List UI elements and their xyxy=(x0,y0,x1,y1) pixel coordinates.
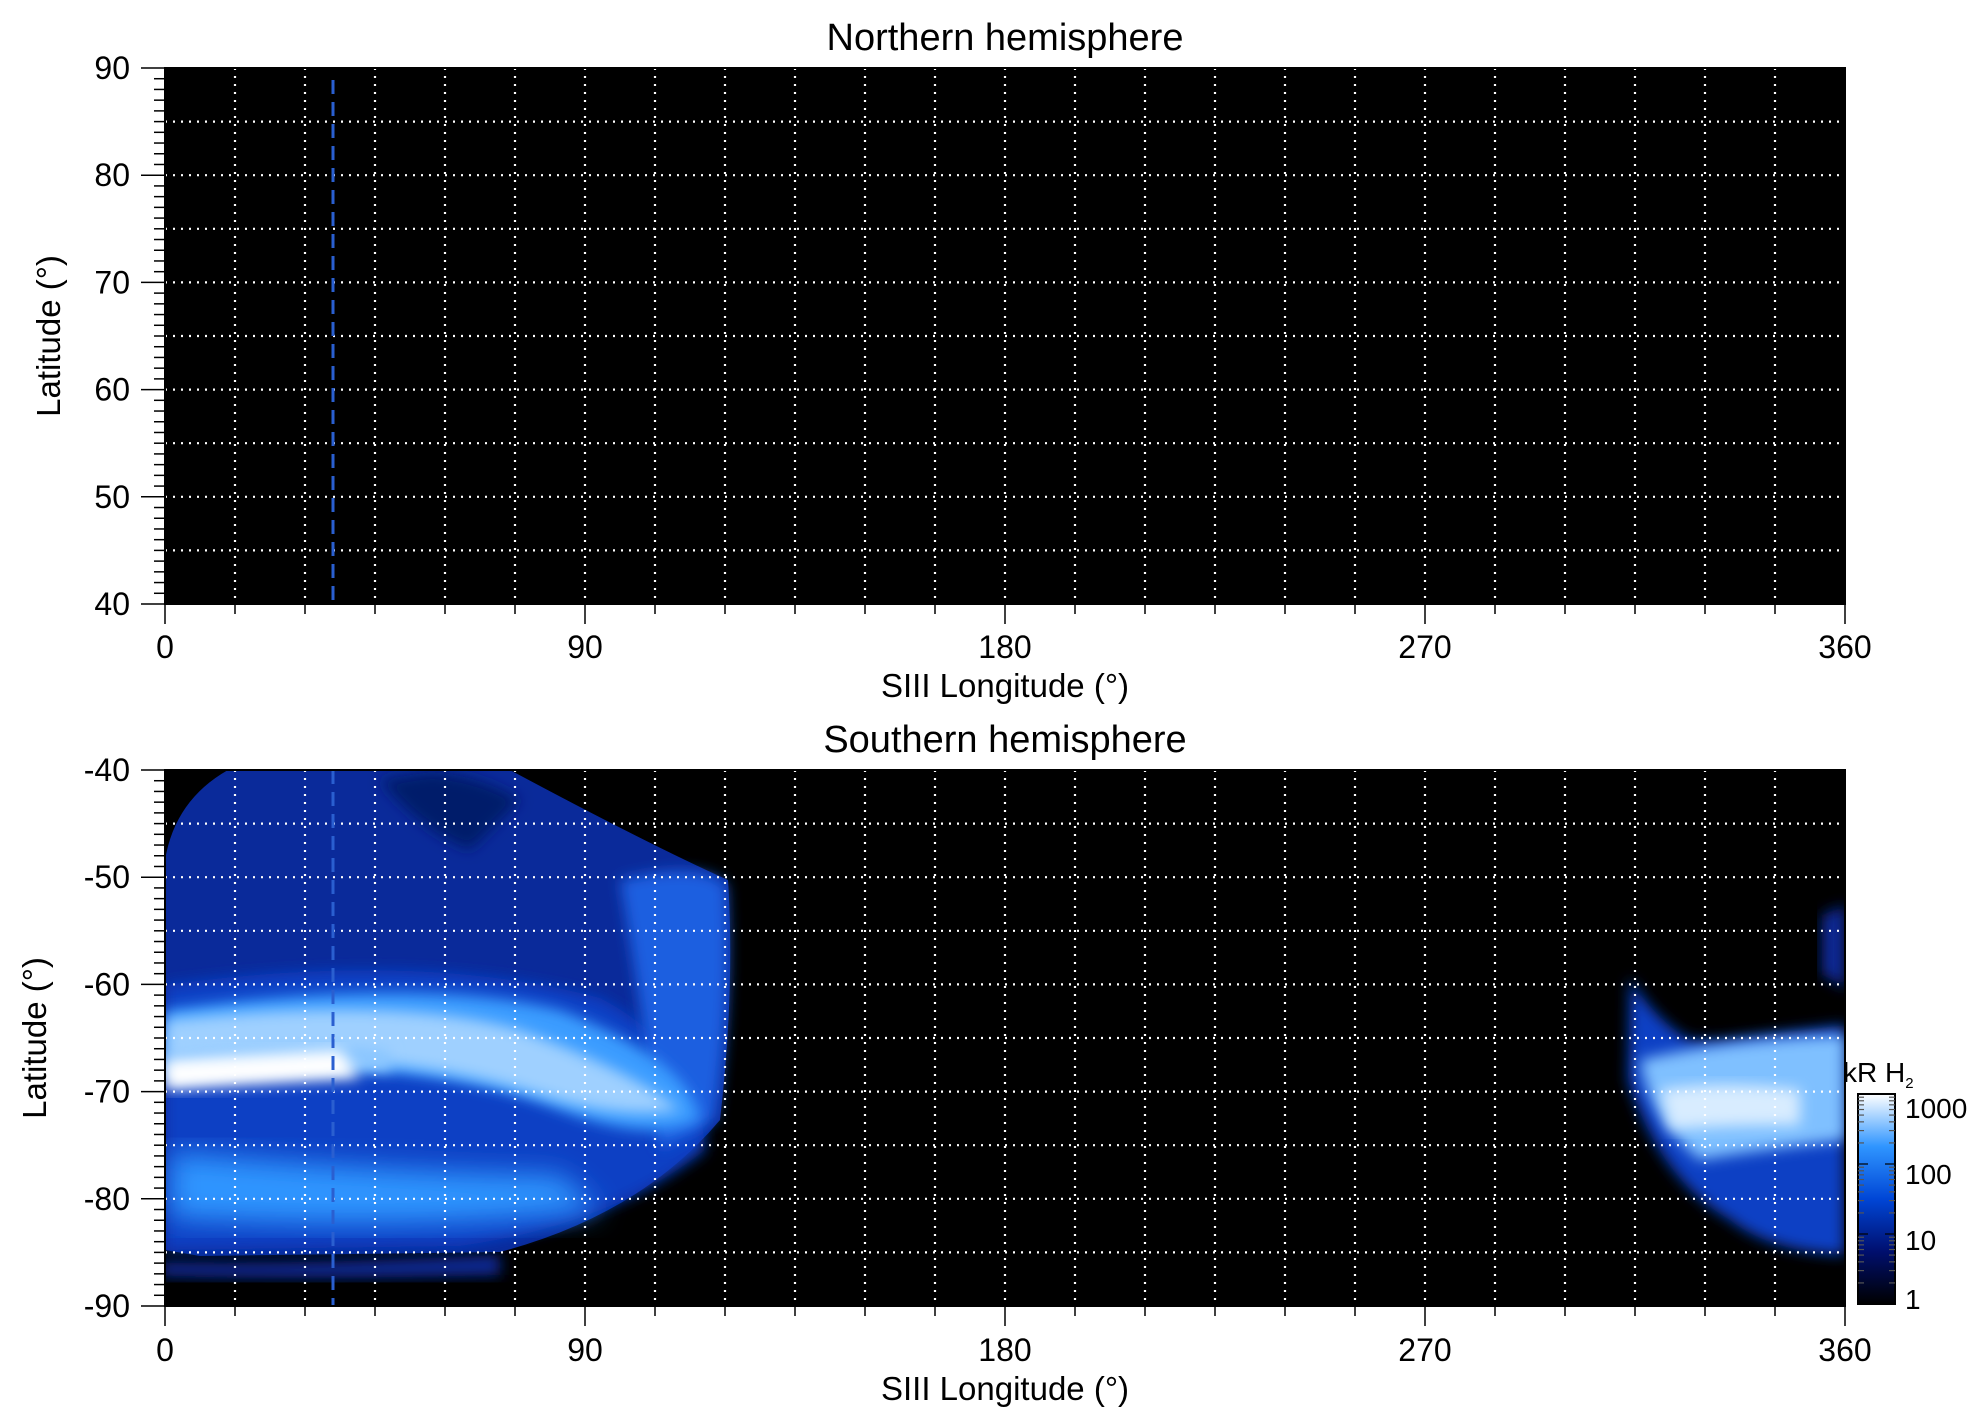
y-tick-label: 60 xyxy=(94,372,130,408)
y-tick-label: -70 xyxy=(84,1074,130,1110)
colorbar-tick-label: 100 xyxy=(1905,1159,1952,1190)
y-tick-label: 40 xyxy=(94,586,130,622)
emission-dark-patch xyxy=(380,772,520,850)
colorbar-tick-label: 1000 xyxy=(1905,1093,1967,1124)
y-tick-label: 70 xyxy=(94,264,130,300)
y-tick-label: 90 xyxy=(94,50,130,86)
x-tick-label: 270 xyxy=(1398,1332,1451,1368)
x-tick-label: 0 xyxy=(156,1332,174,1368)
colorbar-gradient xyxy=(1857,1093,1896,1305)
y-tick-label: 50 xyxy=(94,479,130,515)
emission-diffuse xyxy=(620,871,728,1150)
main-oval-core xyxy=(1660,1085,1800,1130)
x-tick-labels: 0 90 180 270 360 xyxy=(156,629,1872,665)
y-tick-label: 80 xyxy=(94,157,130,193)
main-oval-core xyxy=(165,1009,680,1113)
axes-frame xyxy=(141,769,1846,1326)
colorbar-tick-label: 1 xyxy=(1905,1284,1921,1315)
emission-heatmap xyxy=(165,770,1845,1278)
emission-region-left xyxy=(165,770,731,1278)
colorbar-title: kR H2 xyxy=(1843,1057,1914,1092)
y-axis-label: Latitude (°) xyxy=(16,957,53,1119)
y-tick-labels: 90 80 70 60 50 40 xyxy=(94,50,130,622)
y-tick-label: -60 xyxy=(84,966,130,1002)
x-tick-label: 270 xyxy=(1398,629,1451,665)
x-axis-label: SIII Longitude (°) xyxy=(881,1370,1129,1407)
emission-region-right xyxy=(1628,905,1845,1255)
axes-frame xyxy=(141,67,1846,624)
colorbar-tick-label: 10 xyxy=(1905,1225,1936,1256)
x-tick-label: 360 xyxy=(1818,1332,1871,1368)
brightest-arc xyxy=(165,1050,360,1090)
colorbar-unit-subscript: 2 xyxy=(1905,1075,1913,1092)
colorbar-ticks xyxy=(1858,1096,1895,1305)
panel-title: Northern hemisphere xyxy=(827,17,1184,59)
emission-diffuse xyxy=(1822,905,1845,990)
colorbar-unit: kR H xyxy=(1843,1057,1905,1088)
panel-title: Southern hemisphere xyxy=(823,719,1186,761)
x-tick-label: 90 xyxy=(567,629,603,665)
colorbar: 1000 100 10 1 kR H2 xyxy=(1843,1057,1967,1315)
y-tick-label: -80 xyxy=(84,1181,130,1217)
x-tick-label: 360 xyxy=(1818,629,1871,665)
panel-southern: Southern hemisphere xyxy=(16,719,1967,1407)
y-axis-label: Latitude (°) xyxy=(30,255,67,417)
y-tick-labels: -40 -50 -60 -70 -80 -90 xyxy=(84,752,130,1324)
x-axis-label: SIII Longitude (°) xyxy=(881,667,1129,704)
y-tick-label: -50 xyxy=(84,859,130,895)
grid xyxy=(165,68,1845,604)
panel-northern: Northern hemisphere 0 90 180 270 360 90 … xyxy=(30,17,1872,704)
x-tick-labels: 0 90 180 270 360 xyxy=(156,1332,1872,1368)
y-tick-label: -40 xyxy=(84,752,130,788)
polar-emission xyxy=(170,1152,600,1224)
x-tick-label: 180 xyxy=(978,1332,1031,1368)
x-tick-label: 180 xyxy=(978,629,1031,665)
x-tick-label: 0 xyxy=(156,629,174,665)
y-tick-label: -90 xyxy=(84,1288,130,1324)
grid xyxy=(165,770,1845,1306)
x-tick-label: 90 xyxy=(567,1332,603,1368)
